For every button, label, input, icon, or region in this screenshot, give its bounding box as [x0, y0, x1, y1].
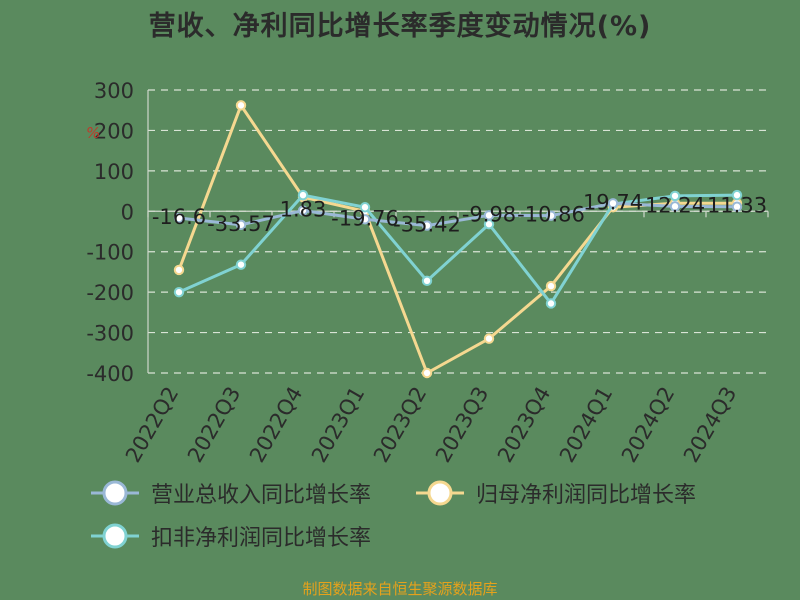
data-point	[297, 205, 309, 216]
data-point	[483, 333, 495, 344]
x-tick-label: 2023Q1	[307, 383, 369, 467]
data-label-layer: -16.6 -33.571.83 -19.76-35.42 -9.98 -10.8619…	[152, 190, 767, 236]
data-point	[731, 189, 743, 201]
source-note: 制图数据来自恒生聚源数据库	[302, 580, 498, 598]
y-tick-label: 200	[94, 119, 134, 143]
legend-marker	[102, 523, 128, 549]
data-point	[669, 201, 681, 212]
y-tick-label: -400	[86, 362, 134, 386]
legend-label: 营业总收入同比增长率	[151, 483, 371, 508]
data-point	[173, 212, 185, 224]
series-line	[178, 201, 738, 228]
y-tick-label: -300	[86, 322, 134, 346]
data-point	[173, 286, 185, 298]
data-point	[235, 259, 247, 270]
data-point	[545, 298, 557, 309]
data-label: -33.57	[207, 212, 275, 236]
x-tick-label: 2023Q4	[493, 383, 555, 467]
x-tick-label: 2022Q4	[245, 383, 307, 467]
legend-label: 扣非净利润同比增长率	[151, 526, 371, 551]
data-point	[297, 189, 309, 201]
data-point	[731, 201, 743, 212]
data-point	[173, 264, 185, 276]
x-tick-label: 2023Q3	[431, 383, 493, 467]
x-tick-label: 2023Q2	[369, 383, 431, 467]
y-tick-label: 0	[121, 200, 134, 224]
x-tick-label: 2024Q1	[555, 383, 617, 467]
y-tick-label: 100	[94, 160, 134, 184]
data-label: -9.98	[462, 202, 516, 226]
data-label: 12.24	[645, 193, 705, 217]
data-label: -35.42	[393, 213, 461, 237]
data-point	[669, 190, 681, 202]
x-tick-label: 2022Q3	[183, 383, 245, 467]
data-point	[421, 367, 433, 379]
data-point	[545, 210, 557, 221]
y-tick-label: 300	[94, 79, 134, 103]
data-label: -16.6	[152, 205, 206, 229]
series-line	[178, 193, 738, 307]
legend-marker	[102, 480, 128, 506]
unit-label: %	[86, 124, 100, 142]
chart-title: 营收、净利同比增长率季度变动情况(%)	[148, 11, 652, 42]
data-point	[545, 280, 557, 292]
data-point	[607, 198, 619, 209]
series-layer	[173, 100, 743, 379]
x-tick-label: 2022Q2	[121, 383, 183, 467]
legend-label: 归母净利润同比增长率	[476, 483, 696, 508]
data-label: -19.76	[331, 206, 399, 230]
data-label: -10.86	[517, 203, 585, 227]
data-label: 1.83	[280, 198, 327, 222]
data-point	[359, 202, 371, 213]
data-point	[235, 100, 247, 111]
y-tick-label: -100	[86, 241, 134, 265]
y-tick-label: -200	[86, 281, 134, 305]
data-label: 19.74	[583, 190, 643, 214]
data-point	[421, 220, 433, 231]
data-point	[235, 219, 247, 231]
data-point	[359, 214, 371, 225]
data-point	[483, 210, 495, 221]
x-tick-label: 2024Q3	[679, 383, 741, 467]
legend-marker	[427, 480, 453, 506]
data-label: 11.33	[707, 194, 767, 218]
x-tick-label: 2024Q2	[617, 383, 679, 467]
data-point	[421, 275, 433, 287]
